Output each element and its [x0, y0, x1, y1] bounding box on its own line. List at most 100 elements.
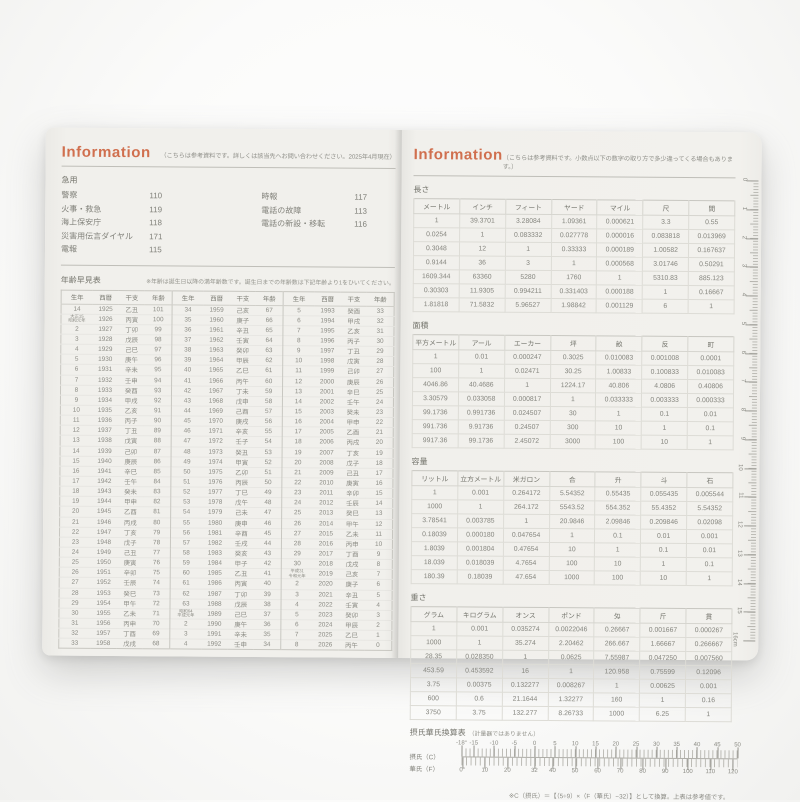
conversion-cell: 1 — [505, 242, 552, 257]
age-cell: 庚辰 — [117, 456, 144, 467]
age-cell: 5 — [364, 589, 393, 601]
age-cell: 28 — [281, 538, 313, 549]
conversion-cell: 0.000188 — [596, 284, 643, 300]
conversion-cell: 0.994211 — [504, 284, 551, 299]
age-cell: 25 — [59, 557, 91, 568]
age-cell: 8 — [280, 639, 313, 651]
age-cell: 戊子 — [339, 457, 366, 469]
fahrenheit-tick-label: 60 — [594, 768, 601, 775]
age-cell: 1943 — [91, 486, 118, 497]
celsius-fahrenheit-scale: -18° -15 -10 -5 0 5 10 15 20 25 30 35 40 45 50 0° 10 20 32… — [409, 740, 741, 786]
conversion-col-header: キログラム — [456, 606, 503, 623]
age-cell: 1963 — [203, 345, 230, 356]
fahrenheit-tick-label: 0° — [459, 767, 466, 774]
ruler-cm-tick — [744, 525, 757, 527]
age-cell: 甲寅 — [228, 456, 255, 468]
age-cell: 2022 — [312, 599, 339, 610]
age-cell: 2006 — [313, 437, 340, 448]
conversion-cell: 0.001 — [456, 621, 503, 637]
age-cell: 51 — [170, 476, 203, 488]
age-cell: 21 — [366, 427, 394, 438]
age-cell: 44 — [171, 405, 203, 417]
age-cell: 己未 — [228, 507, 255, 518]
age-cell: 93 — [144, 385, 172, 396]
age-cell: 92 — [144, 395, 172, 406]
age-cell: 66 — [255, 315, 284, 326]
age-cell: 48 — [254, 497, 282, 509]
age-cell: 27 — [59, 577, 91, 588]
fahrenheit-tick-labels: 0° 10 20 32 40 50 60 70 80 90 100 110 120 — [459, 765, 738, 775]
ruler-cm-number: 3 — [740, 263, 747, 268]
age-cell: 22 — [281, 477, 314, 488]
conversion-cell: 0.027778 — [551, 228, 598, 243]
age-cell: 4 — [60, 344, 93, 355]
conversion-col-header: 立方メートル — [457, 470, 504, 487]
age-cell: 75 — [143, 567, 171, 579]
age-cell: 87 — [143, 446, 172, 457]
age-cell: 丁未 — [229, 385, 256, 397]
age-cell: 30 — [366, 336, 394, 347]
section-divider — [60, 264, 395, 268]
age-cell: 丁卯 — [118, 324, 145, 335]
age-cell: 7 — [282, 325, 315, 336]
age-cell: 2010 — [313, 477, 340, 489]
header-divider — [61, 165, 396, 169]
header-divider — [413, 175, 736, 179]
conversion-cell: 2.45072 — [503, 434, 550, 449]
conversion-row: 1.81818 71.5832 5.96527 1.98842 0.001129 6 1 — [413, 297, 735, 314]
age-cell: 2019 — [312, 569, 339, 580]
age-cell: 1976 — [202, 477, 229, 488]
age-cell: 11 — [60, 415, 92, 426]
conversion-col-header: ヤード — [551, 199, 598, 215]
conversion-row: 3750 3.75 132.277 8.26733 1000 6.25 1 — [410, 705, 732, 722]
age-cell: 2018 — [312, 558, 339, 570]
age-cell: 27 — [281, 528, 313, 539]
celsius-major-tick — [473, 745, 475, 757]
age-cell: 丙寅 — [227, 578, 255, 590]
age-cell: 9 — [365, 549, 393, 560]
age-cell: 1946 — [90, 516, 118, 528]
ruler-cm-number: 11 — [737, 492, 744, 499]
age-cell: 1959 — [203, 304, 230, 315]
age-col-header: 年齢 — [255, 290, 284, 306]
conversion-cell: 0.0001 — [687, 351, 734, 366]
conversion-cell: 1 — [548, 528, 595, 543]
conversion-cell: 0.083818 — [642, 229, 689, 244]
open-planner-notebook: Information （こちらは参考資料です。詳しくは該当先へお問い合わせくだ… — [42, 127, 762, 801]
age-cell: 59 — [255, 386, 283, 397]
age-cell: 1964 — [203, 355, 230, 366]
age-cell: 6 — [364, 579, 393, 590]
age-cell: 戊寅 — [117, 435, 145, 447]
age-cell: 1989 — [201, 608, 228, 620]
conversion-cell: 120.958 — [593, 664, 640, 680]
conversion-cell: 10 — [640, 571, 687, 586]
age-cell: 平成31 令和元年 — [281, 568, 313, 580]
age-cell: 1962 — [203, 335, 230, 346]
age-cell: 2020 — [312, 579, 339, 590]
conversion-cell: 3.75 — [410, 677, 457, 692]
celsius-major-tick — [534, 745, 536, 757]
conversion-cell: 0.001804 — [457, 541, 504, 557]
age-cell: 1974 — [202, 456, 229, 468]
conversion-cell: 0.40806 — [687, 379, 734, 394]
age-cell: 36 — [253, 619, 281, 630]
age-cell: 2000 — [313, 376, 341, 387]
age-cell: 甲辰 — [338, 620, 365, 631]
age-cell: 己亥 — [338, 569, 366, 580]
age-cell: 己丑 — [339, 467, 366, 479]
emergency-label: 電話の新設・移転 — [261, 219, 326, 229]
ruler-cm-tick — [746, 180, 759, 182]
age-cell: 49 — [170, 456, 203, 467]
age-cell: 91 — [144, 405, 172, 416]
age-cell: 44 — [254, 538, 282, 549]
celsius-major-tick — [615, 746, 617, 758]
age-cell: 32 — [58, 628, 91, 639]
conversion-cell: 3000 — [549, 434, 596, 449]
age-cell: 1947 — [90, 526, 118, 538]
age-cell: 甲申 — [117, 496, 144, 508]
age-cell: 辛卯 — [116, 567, 144, 579]
conversion-col-header: エーカー — [504, 335, 551, 351]
age-cell: 乙未 — [116, 608, 143, 619]
age-cell: 己卯 — [340, 366, 367, 377]
age-cell: 45 — [171, 415, 203, 427]
